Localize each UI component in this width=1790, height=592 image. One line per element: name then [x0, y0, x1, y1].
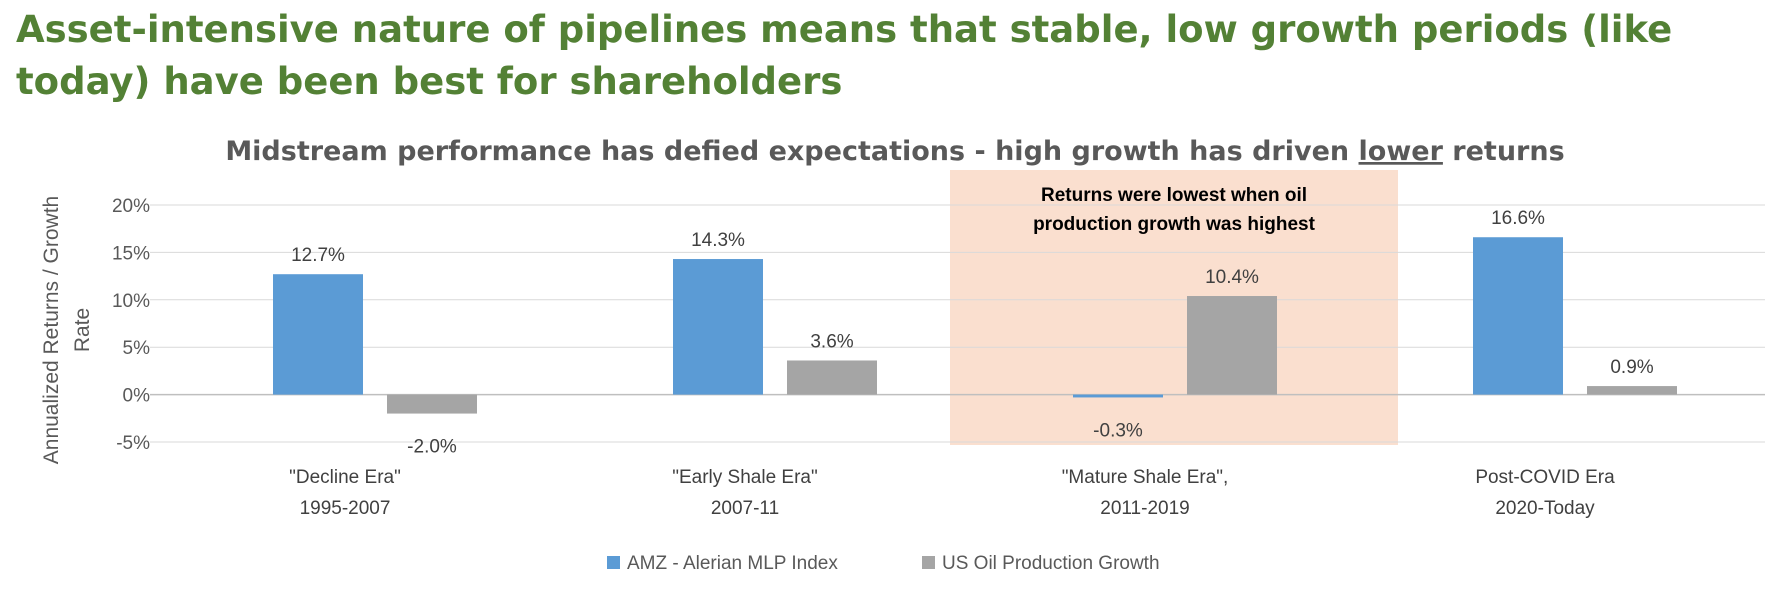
legend-swatch: [607, 556, 620, 569]
highlight-layer: Returns were lowest when oil production g…: [950, 170, 1398, 445]
bar: [1587, 386, 1677, 395]
bar: [273, 274, 363, 395]
axis-layer: -5% 0% 5% 10% 15% 20% Annualized Returns / Gro…: [40, 196, 1615, 519]
data-label: -2.0%: [407, 437, 457, 458]
category-label-line-1: "Decline Era": [289, 467, 401, 488]
label-layer: 12.7% -2.0% 14.3% 3.6% -0.3% 10.4% 16.6% 0.9%: [291, 208, 1654, 457]
data-label: 3.6%: [810, 331, 853, 352]
category-label-line-1: "Early Shale Era": [672, 467, 818, 488]
category-label-line-1: Post-COVID Era: [1475, 467, 1615, 488]
bar: [673, 259, 763, 395]
y-axis-title-line-1: Annualized Returns / Growth: [40, 196, 63, 464]
category-label-line-2: 2011-2019: [1100, 498, 1189, 519]
bar: [1473, 237, 1563, 395]
y-tick-label: 10%: [112, 291, 150, 312]
y-axis-title: Annualized Returns / Growth Rate: [40, 196, 94, 464]
y-axis-title-line-2: Rate: [71, 308, 94, 352]
data-label: 10.4%: [1205, 267, 1259, 288]
category-label-line-2: 1995-2007: [300, 498, 391, 519]
y-tick-label: 20%: [112, 196, 150, 217]
y-tick-label: -5%: [116, 433, 150, 454]
chart-subtitle-part-1: Midstream performance has defied expecta…: [225, 136, 1358, 167]
category-label-line-2: 2020-Today: [1495, 498, 1595, 519]
bar: [387, 394, 477, 414]
category-label-line-1: "Mature Shale Era",: [1062, 467, 1229, 488]
bar-layer: [273, 237, 1677, 414]
y-tick-label: 0%: [123, 386, 151, 407]
chart-subtitle: Midstream performance has defied expecta…: [225, 136, 1564, 167]
data-label: 0.9%: [1610, 357, 1653, 378]
data-label: 12.7%: [291, 245, 345, 266]
y-tick-label: 15%: [112, 243, 150, 264]
legend-swatch: [922, 556, 935, 569]
highlight-box: [950, 170, 1398, 445]
category-label-line-2: 2007-11: [711, 498, 779, 519]
bar: [787, 360, 877, 395]
data-label: -0.3%: [1093, 420, 1143, 441]
chart-subtitle-part-3: returns: [1443, 136, 1565, 167]
legend-label: AMZ - Alerian MLP Index: [627, 553, 838, 574]
y-tick-label: 5%: [123, 338, 151, 359]
legend-label: US Oil Production Growth: [942, 553, 1160, 574]
data-label: 16.6%: [1491, 208, 1545, 229]
bar: [1187, 296, 1277, 395]
highlight-callout-line-2: production growth was highest: [1033, 214, 1316, 235]
bar: [1073, 394, 1163, 398]
legend-layer: AMZ - Alerian MLP Index US Oil Production…: [607, 553, 1160, 574]
data-label: 14.3%: [691, 230, 745, 251]
highlight-callout-line-1: Returns were lowest when oil: [1041, 185, 1307, 206]
chart-subtitle-emphasis: lower: [1359, 136, 1444, 167]
page-title: Asset-intensive nature of pipelines mean…: [16, 8, 1673, 103]
